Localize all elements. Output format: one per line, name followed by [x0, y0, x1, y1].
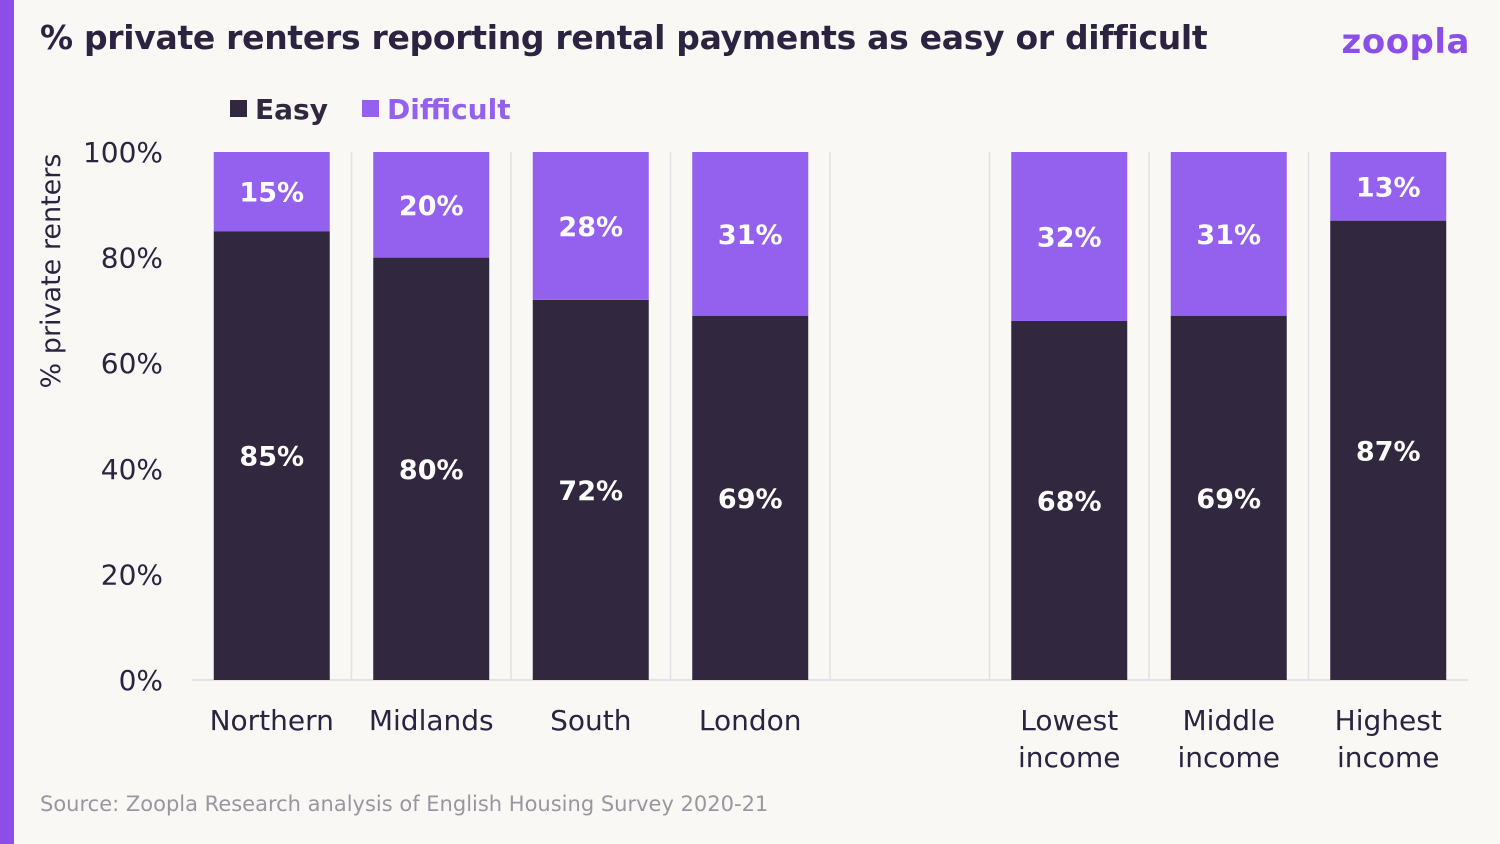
- category-label: income: [1337, 741, 1440, 774]
- bar-difficult: [1011, 152, 1128, 321]
- y-tick-label: 100%: [83, 136, 163, 169]
- legend-label-easy: Easy: [255, 93, 328, 126]
- data-label-difficult: 28%: [558, 212, 623, 243]
- legend-label-difficult: Difficult: [387, 93, 511, 126]
- legend: Easy Difficult: [230, 93, 511, 126]
- data-label-easy: 69%: [1196, 484, 1261, 515]
- y-tick-label: 20%: [101, 558, 163, 591]
- source-note: Source: Zoopla Research analysis of Engl…: [40, 792, 769, 816]
- bar-easy: [213, 231, 330, 680]
- category-label: Highest: [1335, 704, 1442, 737]
- bar-easy: [692, 315, 809, 680]
- y-tick-label: 40%: [101, 453, 163, 486]
- y-axis-title: % private renters: [36, 154, 67, 389]
- data-label-easy: 87%: [1356, 436, 1421, 467]
- bar-difficult: [1330, 152, 1447, 221]
- data-label-easy: 68%: [1037, 486, 1102, 517]
- data-label-difficult: 31%: [1196, 220, 1261, 251]
- data-label-difficult: 32%: [1037, 222, 1102, 253]
- bar-easy: [373, 257, 490, 680]
- chart-title: % private renters reporting rental payme…: [40, 18, 1208, 57]
- axis-layer: 0% 20% 40% 60% 80% 100% % private renters North…: [36, 136, 1442, 774]
- legend-swatch-easy: [230, 100, 247, 117]
- data-label-difficult: 31%: [718, 220, 783, 251]
- bar-easy: [1011, 320, 1128, 680]
- category-label: South: [550, 704, 631, 737]
- accent-stripe: [0, 0, 14, 844]
- category-label: Midlands: [369, 704, 494, 737]
- labels-layer: 85% 15% 80% 20% 72% 28% 69% 31% 68% 32% 69% 31% 87% 1…: [239, 172, 1420, 517]
- category-label: Lowest: [1020, 704, 1118, 737]
- data-label-easy: 69%: [718, 484, 783, 515]
- y-tick-label: 80%: [101, 242, 163, 275]
- zoopla-logo: zoopla: [1341, 22, 1470, 62]
- bar-easy: [1170, 315, 1287, 680]
- category-label: Northern: [210, 704, 334, 737]
- data-label-difficult: 13%: [1356, 172, 1421, 203]
- data-label-difficult: 20%: [399, 191, 464, 222]
- y-tick-label: 0%: [119, 664, 163, 697]
- data-label-easy: 72%: [558, 476, 623, 507]
- bar-difficult: [692, 152, 809, 316]
- data-label-easy: 85%: [239, 442, 304, 473]
- bars-layer: [213, 152, 1447, 680]
- legend-swatch-difficult: [362, 100, 379, 117]
- category-label: income: [1018, 741, 1121, 774]
- bar-easy: [532, 299, 649, 680]
- y-tick-label: 60%: [101, 347, 163, 380]
- bar-difficult: [213, 152, 330, 232]
- bar-easy: [1330, 220, 1447, 680]
- bar-difficult: [373, 152, 490, 258]
- category-label: income: [1177, 741, 1280, 774]
- category-label: London: [699, 704, 802, 737]
- data-label-difficult: 15%: [239, 178, 304, 209]
- bar-difficult: [532, 152, 649, 300]
- data-label-easy: 80%: [399, 455, 464, 486]
- category-label: Middle: [1183, 704, 1276, 737]
- bar-difficult: [1170, 152, 1287, 316]
